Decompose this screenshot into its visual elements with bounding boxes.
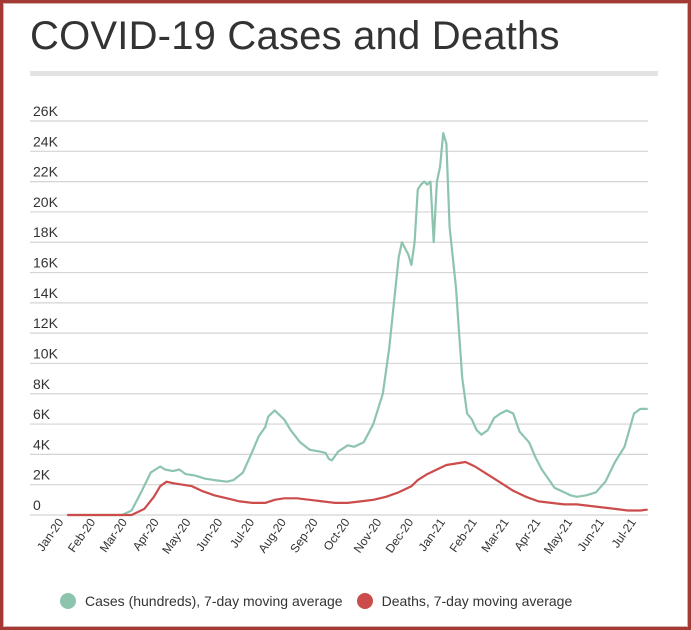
- x-tick-label: Oct-20: [321, 515, 353, 553]
- y-tick-label: 24K: [33, 133, 59, 149]
- x-tick-label: Aug-20: [255, 515, 289, 555]
- x-tick-label: Jan-21: [416, 515, 449, 553]
- legend-swatch-deaths: [356, 593, 373, 609]
- x-tick-label: Feb-21: [447, 515, 480, 554]
- chart-title: COVID-19 Cases and Deaths: [30, 14, 560, 58]
- x-tick-label: Jan-20: [34, 515, 67, 553]
- x-tick-label: May-20: [159, 515, 194, 556]
- x-tick-label: Jul-20: [227, 515, 257, 550]
- deaths-series-line: [66, 460, 648, 517]
- y-tick-label: 0: [33, 497, 41, 513]
- x-tick-label: Dec-20: [383, 515, 417, 555]
- legend-item-deaths: Deaths, 7-day moving average: [356, 593, 573, 609]
- y-axis-ticks: 0 2K 4K 6K 8K 10K 12K 14K 16K 18K 20K 22K 24K 26K: [33, 103, 59, 513]
- y-tick-label: 20K: [33, 194, 59, 210]
- x-tick-label: Jul-21: [609, 515, 639, 550]
- y-tick-label: 10K: [33, 345, 59, 361]
- x-tick-label: Mar-21: [478, 515, 511, 554]
- x-tick-label: Feb-20: [65, 515, 98, 554]
- gridlines: [30, 120, 648, 516]
- x-tick-label: Nov-20: [351, 515, 385, 555]
- x-tick-label: Apr-21: [511, 515, 543, 553]
- y-tick-label: 6K: [33, 406, 51, 422]
- x-tick-label: Jun-21: [575, 515, 608, 553]
- legend-label-deaths: Deaths, 7-day moving average: [381, 593, 573, 609]
- y-tick-label: 16K: [33, 255, 59, 271]
- title-divider: [30, 71, 658, 76]
- y-tick-label: 22K: [33, 164, 59, 180]
- legend-item-cases: Cases (hundreds), 7-day moving average: [60, 593, 343, 609]
- series-lines: [66, 132, 648, 517]
- x-tick-label: Apr-20: [130, 515, 162, 553]
- y-tick-label: 26K: [33, 103, 59, 119]
- y-tick-label: 4K: [33, 436, 51, 452]
- x-tick-label: May-21: [541, 515, 576, 556]
- x-tick-label: Mar-20: [97, 515, 130, 554]
- legend: Cases (hundreds), 7-day moving average D…: [60, 593, 586, 609]
- y-tick-label: 18K: [33, 224, 59, 240]
- x-tick-label: Sep-20: [287, 515, 321, 555]
- y-tick-label: 2K: [33, 467, 51, 483]
- y-tick-label: 12K: [33, 315, 59, 331]
- cases-series-line: [66, 132, 648, 517]
- x-tick-label: Jun-20: [193, 515, 226, 553]
- legend-label-cases: Cases (hundreds), 7-day moving average: [85, 593, 343, 609]
- legend-swatch-cases: [60, 593, 76, 609]
- y-tick-label: 14K: [33, 285, 59, 301]
- y-tick-label: 8K: [33, 376, 51, 392]
